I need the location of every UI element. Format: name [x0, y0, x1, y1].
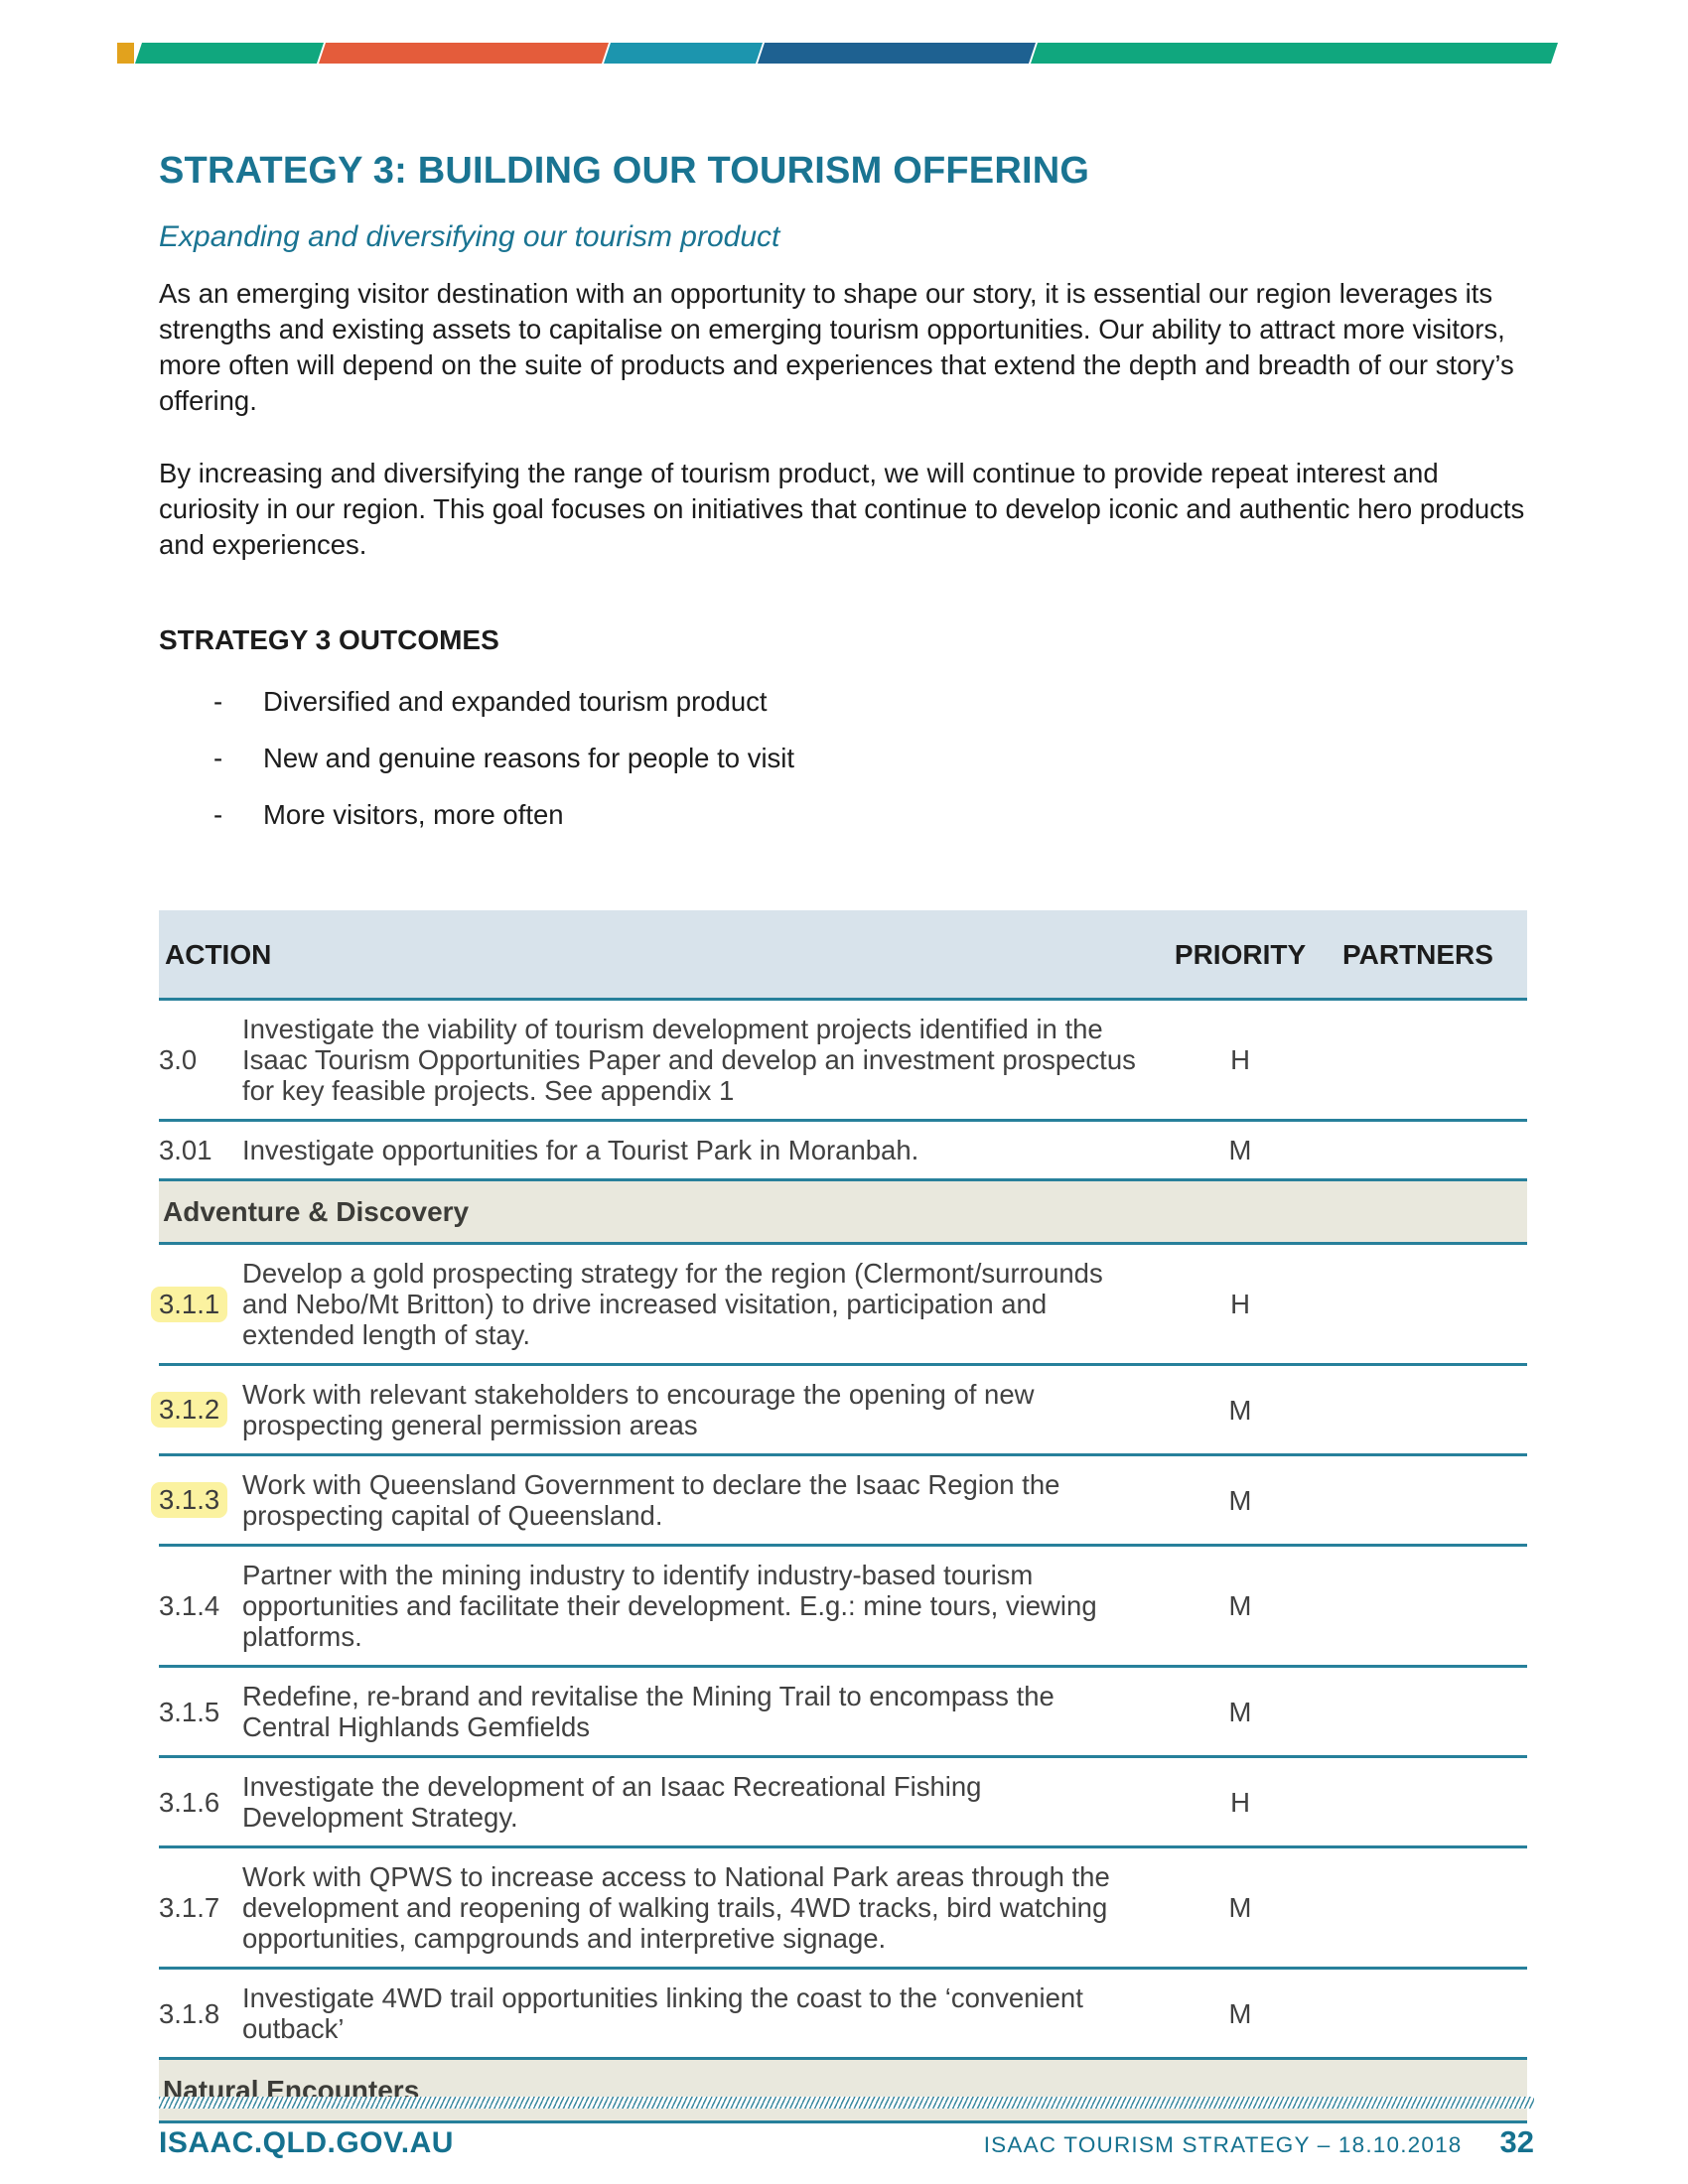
section-header-row: Adventure & Discovery: [159, 1179, 1528, 1245]
outcomes-heading: STRATEGY 3 OUTCOMES: [159, 624, 499, 655]
action-number-highlighted: 3.1.2: [151, 1392, 228, 1428]
page-subtitle: Expanding and diversifying our tourism p…: [159, 220, 780, 253]
body-paragraph-1: As an emerging visitor destination with …: [159, 278, 1514, 416]
action-number: 3.1.5: [159, 1696, 220, 1727]
action-number-highlighted: 3.1.1: [151, 1286, 228, 1322]
outcome-item-label: More visitors, more often: [263, 799, 564, 830]
bullet-dash: -: [213, 686, 223, 717]
table-row: 3.1.4 Partner with the mining industry to…: [159, 1545, 1528, 1668]
brand-bar-segment-teal: [604, 43, 763, 64]
action-number-cell: 3.1.4: [159, 1545, 242, 1668]
table-row: 3.1.2 Work with relevant stakeholders to …: [151, 1364, 1528, 1456]
brand-bar-segment-gold: [117, 43, 134, 64]
outcome-item: - Diversified and expanded tourism produc…: [159, 686, 1534, 718]
outcome-item-label: New and genuine reasons for people to vi…: [263, 743, 795, 773]
priority-cell: H: [1146, 1756, 1336, 1848]
brand-bar-segment-green: [135, 43, 324, 64]
section-header-label: Adventure & Discovery: [159, 1179, 1528, 1245]
partners-cell: [1335, 1120, 1528, 1181]
column-header-priority: PRIORITY: [1146, 910, 1336, 1001]
brand-color-bar: [117, 43, 1572, 64]
page-footer: ISAAC.QLD.GOV.AU ISAAC TOURISM STRATEGY …: [159, 2097, 1534, 2160]
partners-cell: [1335, 1545, 1528, 1668]
table-row: 3.1.6 Investigate the development of an I…: [159, 1756, 1528, 1848]
table-row: 3.1.5 Redefine, re-brand and revitalise t…: [159, 1666, 1528, 1758]
action-text-cell: Work with relevant stakeholders to encou…: [242, 1364, 1147, 1456]
partners-cell: [1335, 1666, 1528, 1758]
priority-cell: M: [1146, 1846, 1336, 1970]
action-text-cell: Partner with the mining industry to iden…: [242, 1545, 1147, 1668]
action-number-cell: 3.01: [159, 1120, 242, 1181]
table-row: 3.01 Investigate opportunities for a Tour…: [159, 1120, 1528, 1181]
body-paragraph-2: By increasing and diversifying the range…: [159, 458, 1525, 560]
priority-cell: M: [1146, 1545, 1336, 1668]
action-number-cell: 3.1.1: [151, 1243, 242, 1366]
outcome-item: - New and genuine reasons for people to v…: [159, 743, 1534, 774]
brand-bar-segment-blue: [758, 43, 1036, 64]
footer-divider: [159, 2097, 1534, 2109]
table-row: 3.1.1 Develop a gold prospecting strategy…: [151, 1243, 1528, 1366]
actions-table: ACTION PRIORITY PARTNERS 3.0 Investigate …: [151, 910, 1528, 2123]
action-number-highlighted: 3.1.3: [151, 1482, 228, 1518]
brand-bar-segment-green: [1031, 43, 1558, 64]
footer-document-title: ISAAC TOURISM STRATEGY – 18.10.2018: [983, 2132, 1463, 2157]
table-row: 3.1.3 Work with Queensland Government to …: [151, 1454, 1528, 1547]
action-text-cell: Work with QPWS to increase access to Nat…: [242, 1846, 1147, 1970]
priority-cell: M: [1146, 1666, 1336, 1758]
partners-cell: [1335, 1454, 1528, 1547]
page-content: STRATEGY 3: BUILDING OUR TOURISM OFFERIN…: [151, 0, 1534, 2123]
action-text-cell: Develop a gold prospecting strategy for …: [242, 1243, 1147, 1366]
action-number-cell: 3.1.5: [159, 1666, 242, 1758]
page-title: STRATEGY 3: BUILDING OUR TOURISM OFFERIN…: [159, 150, 1090, 192]
partners-cell: [1335, 1846, 1528, 1970]
section-header-row: Natural Encounters: [159, 2058, 1528, 2123]
priority-cell: H: [1146, 1243, 1336, 1366]
table-row: 3.0 Investigate the viability of tourism …: [159, 999, 1528, 1122]
action-number: 3.1.7: [159, 1892, 220, 1923]
action-number-cell: 3.1.7: [159, 1846, 242, 1970]
action-text-cell: Redefine, re-brand and revitalise the Mi…: [242, 1666, 1147, 1758]
action-text-cell: Work with Queensland Government to decla…: [242, 1454, 1147, 1547]
column-header-action: ACTION: [159, 910, 1147, 1001]
priority-cell: M: [1146, 1968, 1336, 2060]
bullet-dash: -: [213, 743, 223, 773]
priority-cell: H: [1146, 999, 1336, 1122]
action-number: 3.1.8: [159, 1997, 220, 2029]
priority-cell: M: [1146, 1120, 1336, 1181]
priority-cell: M: [1146, 1364, 1336, 1456]
action-number: 3.01: [159, 1135, 212, 1165]
section-header-label: Natural Encounters: [159, 2058, 1528, 2123]
partners-cell: [1335, 1968, 1528, 2060]
table-row: 3.1.8 Investigate 4WD trail opportunities…: [159, 1968, 1528, 2060]
bullet-dash: -: [213, 799, 223, 830]
table-header-row: ACTION PRIORITY PARTNERS: [159, 910, 1528, 1001]
action-number-cell: 3.0: [159, 999, 242, 1122]
outcome-item-label: Diversified and expanded tourism product: [263, 686, 768, 717]
action-number-cell: 3.1.3: [151, 1454, 242, 1547]
brand-bar-segment-orange: [319, 43, 609, 64]
action-number: 3.0: [159, 1044, 198, 1075]
action-number: 3.1.6: [159, 1786, 220, 1818]
action-text-cell: Investigate the development of an Isaac …: [242, 1756, 1147, 1848]
outcome-item: - More visitors, more often: [159, 799, 1534, 831]
action-text-cell: Investigate opportunities for a Tourist …: [242, 1120, 1147, 1181]
action-number-cell: 3.1.8: [159, 1968, 242, 2060]
table-row: 3.1.7 Work with QPWS to increase access t…: [159, 1846, 1528, 1970]
action-number-cell: 3.1.6: [159, 1756, 242, 1848]
partners-cell: [1335, 999, 1528, 1122]
action-number: 3.1.4: [159, 1590, 220, 1621]
action-number-cell: 3.1.2: [151, 1364, 242, 1456]
partners-cell: [1335, 1756, 1528, 1848]
priority-cell: M: [1146, 1454, 1336, 1547]
outcomes-list: - Diversified and expanded tourism produc…: [159, 686, 1534, 831]
action-text-cell: Investigate 4WD trail opportunities link…: [242, 1968, 1147, 2060]
footer-website: ISAAC.QLD.GOV.AU: [159, 2126, 454, 2159]
footer-page-number: 32: [1499, 2124, 1534, 2159]
partners-cell: [1335, 1364, 1528, 1456]
partners-cell: [1335, 1243, 1528, 1366]
action-text-cell: Investigate the viability of tourism dev…: [242, 999, 1147, 1122]
column-header-partners: PARTNERS: [1335, 910, 1528, 1001]
